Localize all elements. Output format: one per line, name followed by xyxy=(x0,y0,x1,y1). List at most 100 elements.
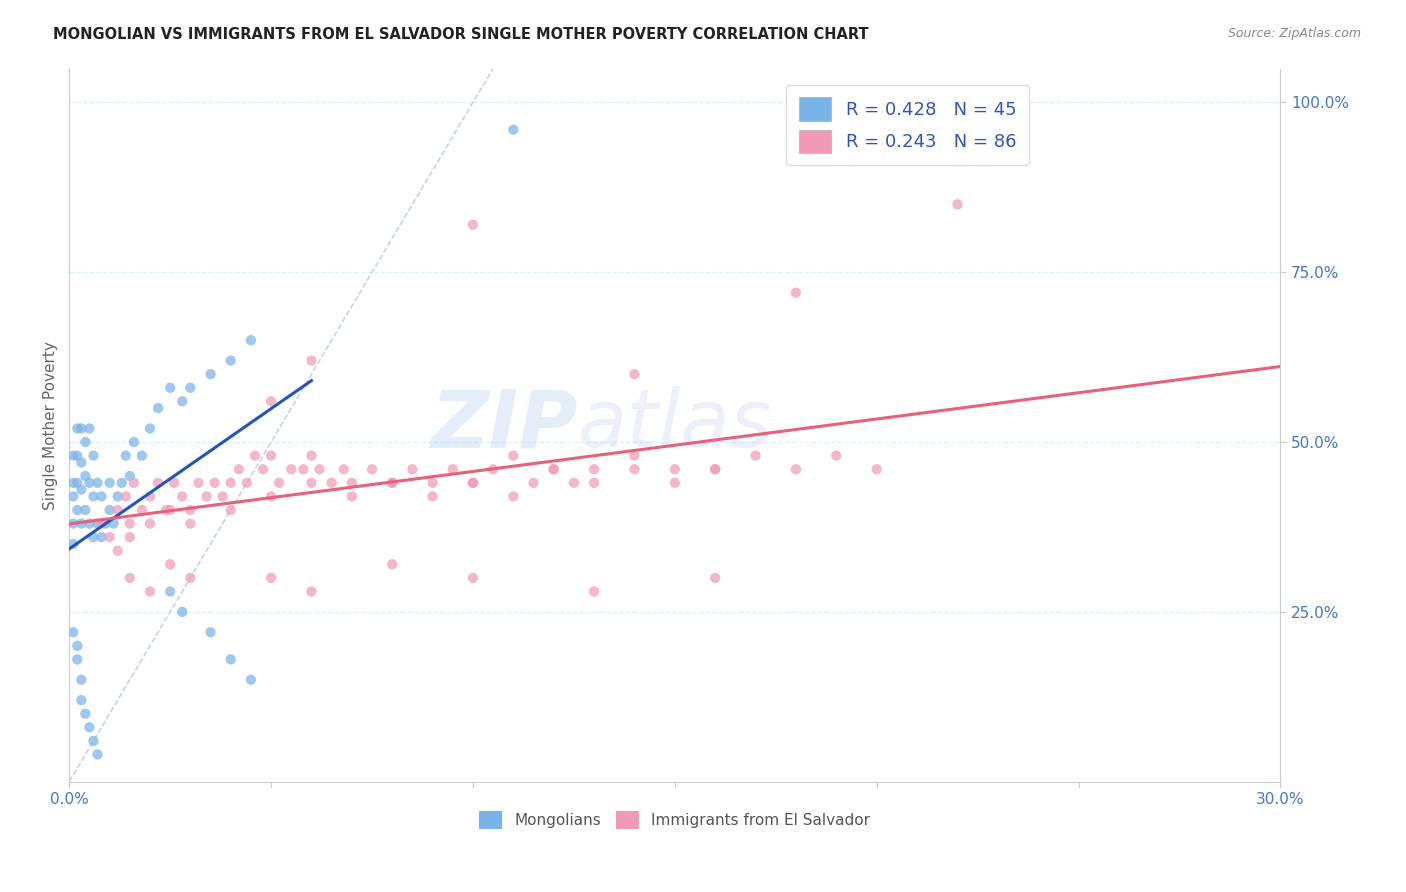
Point xyxy=(623,462,645,476)
Point xyxy=(118,469,141,483)
Point xyxy=(179,381,201,395)
Point xyxy=(946,197,969,211)
Point xyxy=(75,435,97,450)
Point xyxy=(62,625,84,640)
Point xyxy=(179,503,201,517)
Point xyxy=(66,503,89,517)
Point xyxy=(340,475,363,490)
Point xyxy=(583,475,606,490)
Point xyxy=(159,503,181,517)
Point xyxy=(260,571,283,585)
Point xyxy=(502,490,524,504)
Point xyxy=(79,475,101,490)
Point xyxy=(70,516,93,531)
Point xyxy=(704,462,727,476)
Point xyxy=(62,490,84,504)
Point xyxy=(107,543,129,558)
Point xyxy=(381,475,404,490)
Point xyxy=(139,516,162,531)
Point xyxy=(381,475,404,490)
Point xyxy=(204,475,226,490)
Point xyxy=(66,421,89,435)
Point xyxy=(70,455,93,469)
Point xyxy=(239,333,262,347)
Point xyxy=(139,421,162,435)
Point xyxy=(118,516,141,531)
Point xyxy=(441,462,464,476)
Point xyxy=(82,490,104,504)
Legend: Mongolians, Immigrants from El Salvador: Mongolians, Immigrants from El Salvador xyxy=(472,805,876,835)
Point xyxy=(146,401,169,416)
Point xyxy=(172,490,194,504)
Point xyxy=(159,381,181,395)
Point xyxy=(332,462,354,476)
Point xyxy=(301,584,323,599)
Point xyxy=(211,490,233,504)
Point xyxy=(139,584,162,599)
Point xyxy=(86,516,108,531)
Point xyxy=(82,734,104,748)
Text: Source: ZipAtlas.com: Source: ZipAtlas.com xyxy=(1227,27,1361,40)
Point xyxy=(522,475,544,490)
Point xyxy=(744,449,766,463)
Point xyxy=(422,490,444,504)
Point xyxy=(361,462,384,476)
Point xyxy=(82,449,104,463)
Point xyxy=(98,503,121,517)
Point xyxy=(70,693,93,707)
Point xyxy=(200,367,222,381)
Point xyxy=(172,394,194,409)
Point xyxy=(90,530,112,544)
Point xyxy=(98,530,121,544)
Point xyxy=(172,605,194,619)
Point xyxy=(79,720,101,734)
Point xyxy=(75,503,97,517)
Point xyxy=(502,122,524,136)
Point xyxy=(163,475,186,490)
Point xyxy=(70,421,93,435)
Point xyxy=(401,462,423,476)
Text: MONGOLIAN VS IMMIGRANTS FROM EL SALVADOR SINGLE MOTHER POVERTY CORRELATION CHART: MONGOLIAN VS IMMIGRANTS FROM EL SALVADOR… xyxy=(53,27,869,42)
Point xyxy=(103,516,125,531)
Point xyxy=(62,537,84,551)
Point xyxy=(301,475,323,490)
Point xyxy=(243,449,266,463)
Point xyxy=(131,503,153,517)
Point xyxy=(461,475,484,490)
Point xyxy=(62,475,84,490)
Point xyxy=(75,469,97,483)
Point xyxy=(219,503,242,517)
Text: ZIP: ZIP xyxy=(430,386,578,464)
Point xyxy=(90,516,112,531)
Point xyxy=(239,673,262,687)
Point xyxy=(583,584,606,599)
Point xyxy=(301,353,323,368)
Point xyxy=(122,435,145,450)
Point xyxy=(543,462,565,476)
Point xyxy=(111,475,134,490)
Point xyxy=(664,475,686,490)
Point xyxy=(623,367,645,381)
Point xyxy=(704,571,727,585)
Point xyxy=(66,449,89,463)
Point xyxy=(704,462,727,476)
Point xyxy=(623,449,645,463)
Point xyxy=(179,571,201,585)
Point xyxy=(139,490,162,504)
Point xyxy=(107,490,129,504)
Point xyxy=(79,516,101,531)
Point xyxy=(155,503,177,517)
Point xyxy=(308,462,330,476)
Point xyxy=(131,449,153,463)
Point xyxy=(482,462,505,476)
Point xyxy=(200,625,222,640)
Point xyxy=(252,462,274,476)
Point xyxy=(502,449,524,463)
Point xyxy=(583,462,606,476)
Point xyxy=(562,475,585,490)
Point xyxy=(118,530,141,544)
Point xyxy=(664,462,686,476)
Point xyxy=(66,475,89,490)
Point xyxy=(79,421,101,435)
Point xyxy=(228,462,250,476)
